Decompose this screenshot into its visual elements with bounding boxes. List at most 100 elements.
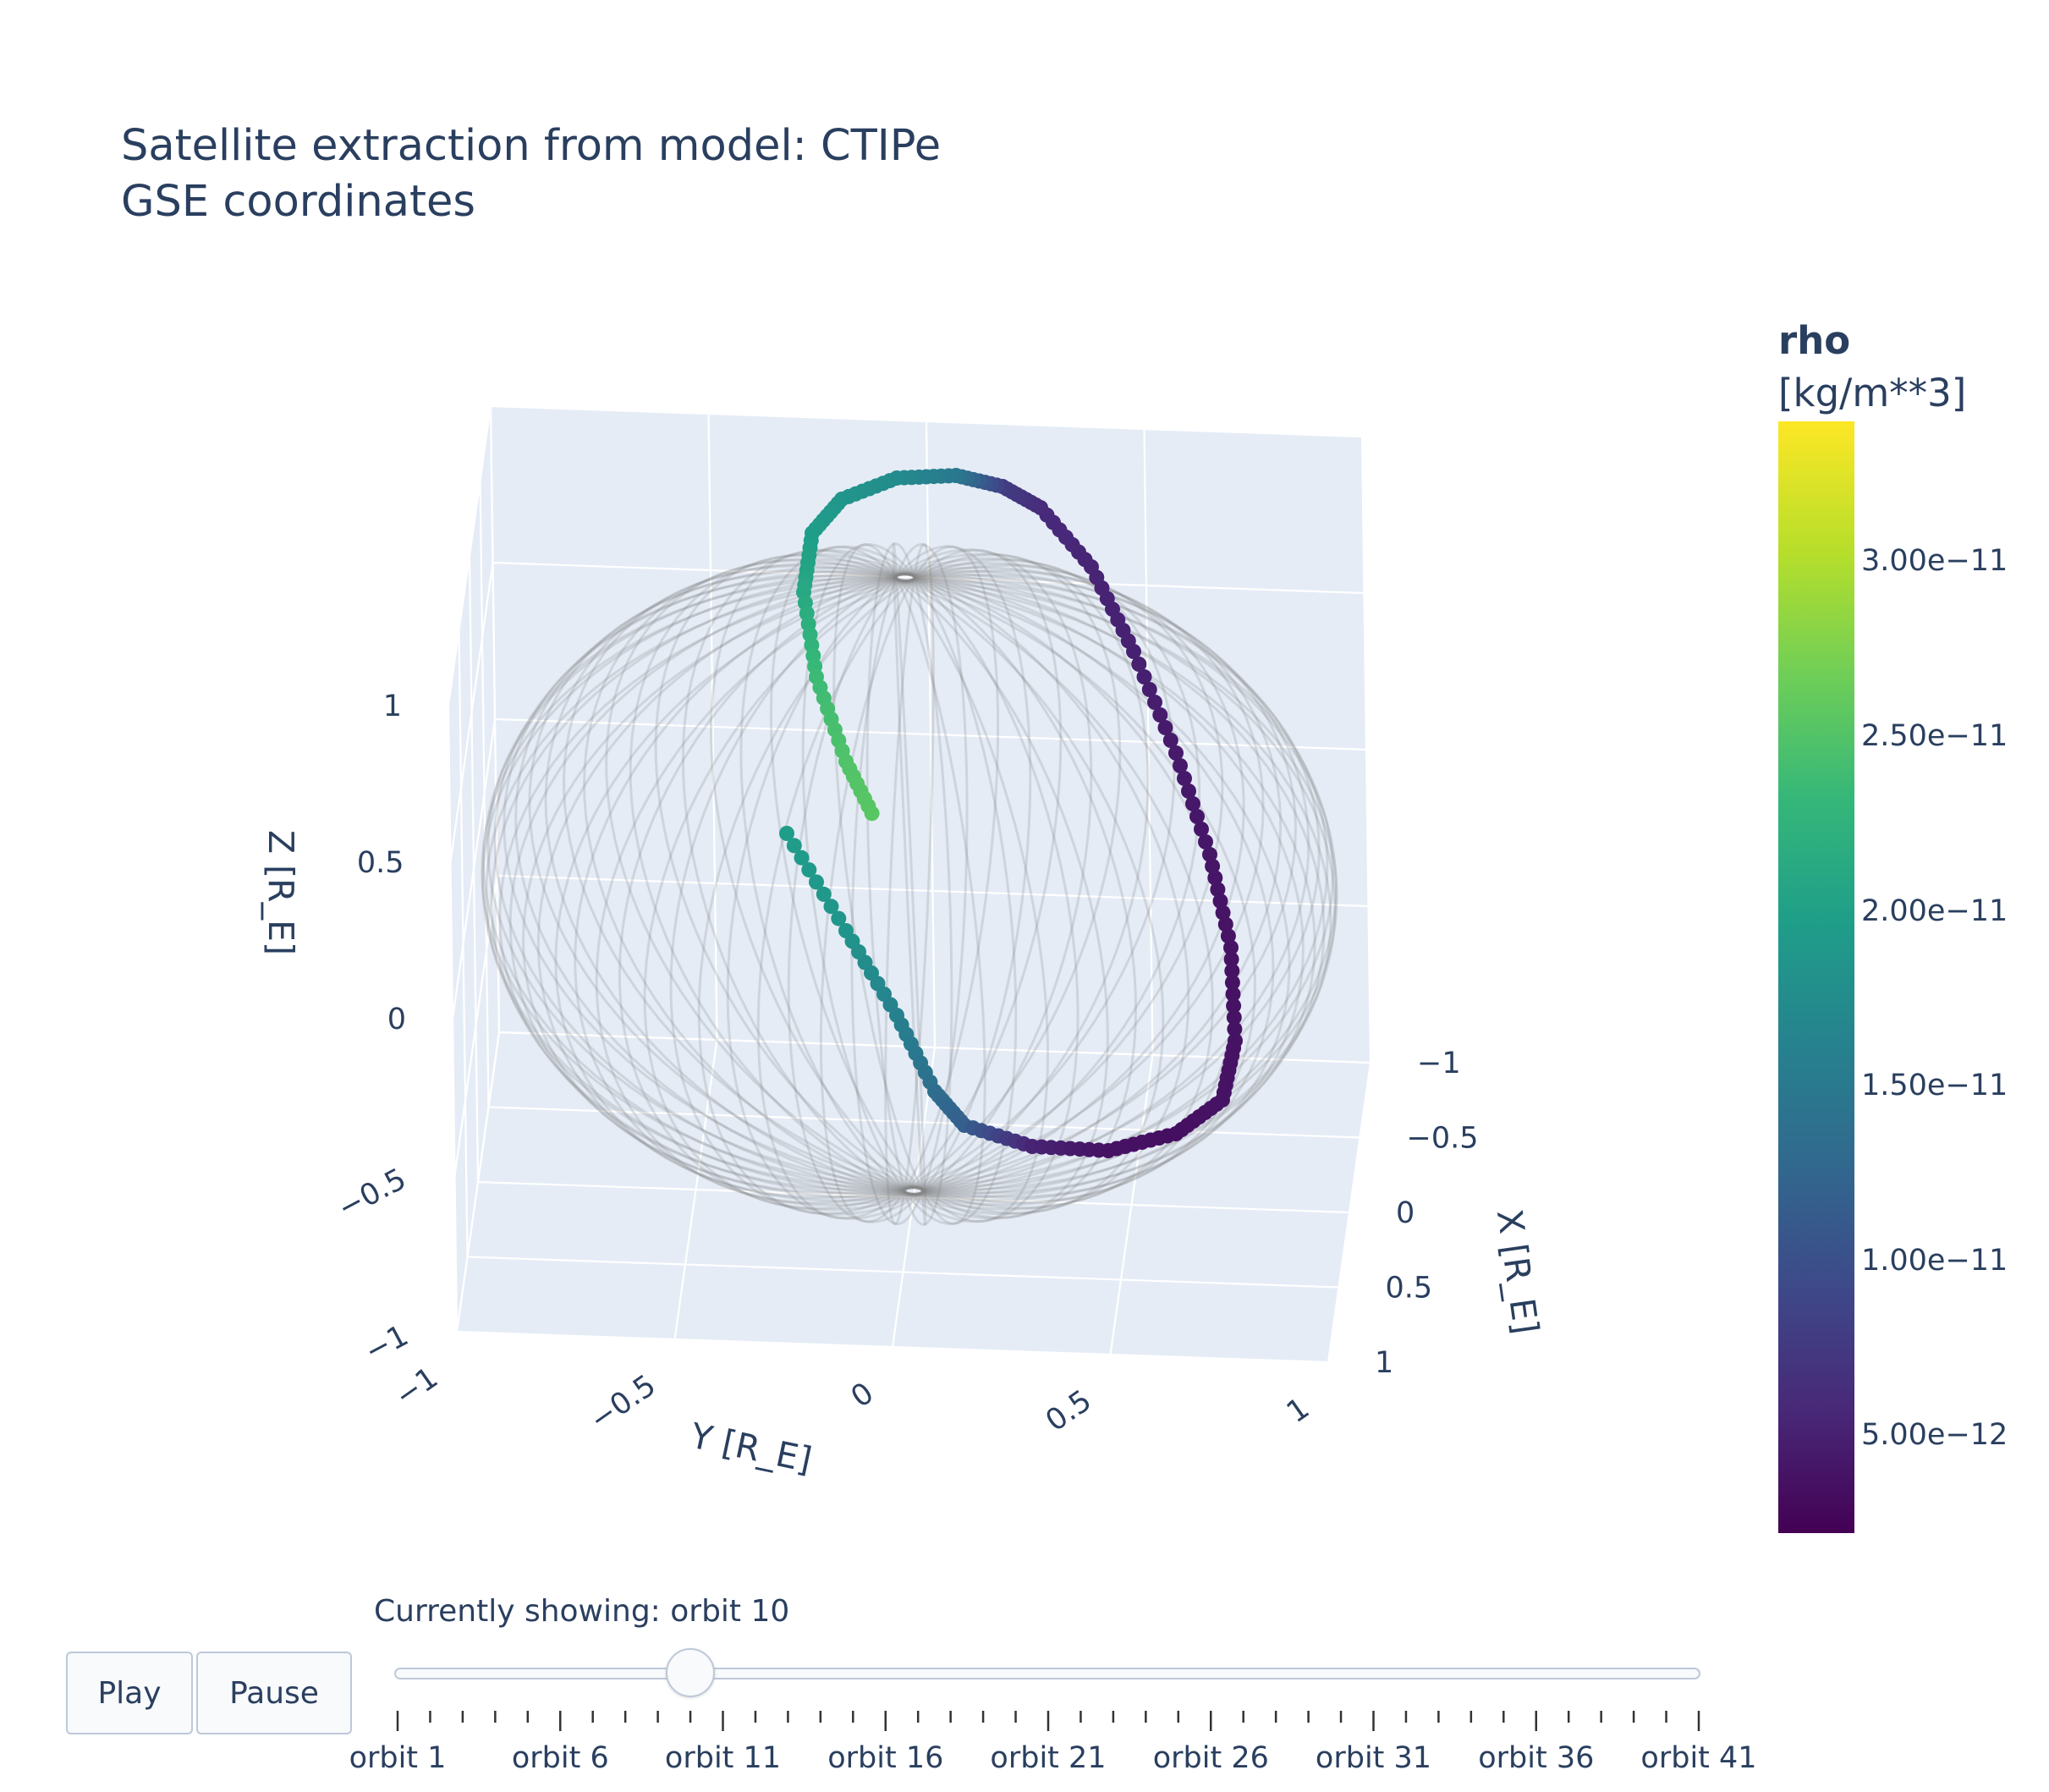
background-track	[787, 545, 1032, 1223]
background-track	[486, 577, 1332, 1191]
background-track	[697, 553, 1122, 1215]
y-tick-label: 0.5	[1040, 1384, 1098, 1439]
background-track	[726, 548, 1093, 1220]
grid-side-z	[447, 405, 492, 706]
background-track	[669, 552, 1150, 1216]
x-axis-title: X [R_E]	[1489, 1207, 1546, 1336]
background-track	[865, 542, 953, 1226]
background-track	[563, 564, 1256, 1204]
z-tick-label: 0.5	[357, 846, 404, 880]
slider-current-value: Currently showing: orbit 10	[374, 1594, 790, 1629]
track-point	[1202, 847, 1217, 862]
track-point	[1228, 1033, 1243, 1048]
x-tick-label: 0.5	[1386, 1272, 1433, 1306]
background-track	[850, 542, 969, 1226]
slider-step-label[interactable]: orbit 11	[664, 1741, 782, 1775]
slider-step-label[interactable]: orbit 36	[1478, 1741, 1595, 1775]
background-track	[493, 569, 1326, 1199]
x-tick-label: 1	[1375, 1346, 1393, 1380]
track-point	[1227, 1021, 1243, 1037]
orbit-10-track	[779, 468, 1243, 1158]
track-point	[1147, 695, 1162, 710]
track-point	[794, 849, 810, 866]
chart-title-line-2: GSE coordinates	[121, 177, 475, 227]
grid-back-z	[492, 561, 1365, 595]
track-point	[1215, 904, 1231, 921]
track-point	[1217, 916, 1233, 932]
background-track	[739, 545, 1079, 1223]
slider-step-label[interactable]: orbit 1	[349, 1741, 447, 1775]
slider-step-label[interactable]: orbit 21	[990, 1741, 1107, 1775]
colorbar-unit: [kg/m**3]	[1778, 371, 1967, 415]
track-point	[1185, 796, 1200, 811]
background-track	[544, 562, 1275, 1207]
background-track	[884, 543, 935, 1225]
slider-step-label[interactable]: orbit 26	[1152, 1741, 1269, 1775]
track-point	[1223, 940, 1239, 955]
grid-side-x	[458, 630, 469, 1257]
background-track	[832, 543, 986, 1225]
track-point	[1224, 963, 1240, 979]
track-point	[1224, 975, 1240, 991]
grid-floor-y	[1109, 1054, 1154, 1355]
grid-side-z	[449, 562, 494, 863]
track-point	[1226, 1009, 1242, 1025]
x-tick-label: −1	[1417, 1047, 1461, 1080]
track-point	[801, 862, 817, 878]
track-point	[1226, 998, 1242, 1014]
track-point	[1141, 682, 1157, 697]
slider-step-label[interactable]: orbit 6	[511, 1741, 609, 1775]
grid-floor-y	[1327, 1062, 1372, 1363]
slider-step-label[interactable]: orbit 41	[1640, 1741, 1757, 1775]
background-track	[605, 558, 1214, 1210]
background-track	[514, 566, 1305, 1202]
x-tick-label: 0	[1396, 1196, 1415, 1230]
chart-title: Satellite extraction from model: CTIPe G…	[121, 118, 941, 230]
background-track	[629, 552, 1190, 1216]
scene-panes	[448, 406, 1371, 1362]
slider-step-label[interactable]: orbit 16	[827, 1741, 944, 1775]
colorbar-tick-label: 5.00e−12	[1861, 1418, 2008, 1453]
pause-button[interactable]: Pause	[196, 1652, 352, 1734]
background-track	[583, 558, 1236, 1211]
slider-handle[interactable]	[666, 1648, 715, 1697]
track-point	[1189, 809, 1205, 824]
colorbar-variable: rho	[1778, 318, 1851, 363]
grid-floor-x	[467, 1256, 1339, 1289]
background-track	[503, 574, 1316, 1195]
3d-scene[interactable]: −1 −0.5 0 0.5 1 −1 −0.5 0 0.5 1 −1 −0.5 0 0.5 1 Z [R_E…	[0, 0, 2049, 1523]
track-point	[1173, 758, 1188, 773]
slider-step-label[interactable]: orbit 31	[1315, 1741, 1432, 1775]
colorbar-title: rho [kg/m**3]	[1778, 315, 1966, 420]
scene-gridlines	[447, 404, 1372, 1364]
background-track	[528, 569, 1291, 1199]
background-track	[522, 574, 1298, 1195]
background-track	[595, 563, 1224, 1205]
colorbar-tick-label: 1.00e−11	[1861, 1243, 2008, 1278]
grid-back-y	[1143, 428, 1154, 1056]
track-point	[816, 886, 832, 902]
track-point	[1198, 834, 1213, 849]
grid-floor-y	[891, 1047, 937, 1348]
track-point	[1131, 657, 1147, 672]
colorbar-tick-label: 1.50e−11	[1861, 1069, 2008, 1103]
slider-rail[interactable]	[394, 1668, 1700, 1679]
z-tick-label: −0.5	[332, 1163, 412, 1226]
colorbar-tick-label: 3.00e−11	[1861, 544, 2008, 579]
z-axis-title: Z [R_E]	[261, 830, 301, 955]
x-tick-label: −0.5	[1407, 1122, 1479, 1156]
track-point	[1181, 783, 1196, 799]
background-track	[643, 558, 1176, 1210]
track-point	[1210, 882, 1226, 898]
track-point	[1223, 951, 1239, 967]
background-track	[498, 577, 1321, 1191]
track-point	[786, 838, 802, 854]
track-point	[779, 826, 794, 841]
grid-side-x	[447, 705, 459, 1333]
background-track	[484, 579, 1335, 1190]
colorbar	[1778, 421, 1854, 1533]
track-point	[1136, 669, 1152, 684]
background-track	[819, 545, 1000, 1223]
background-track	[618, 557, 1201, 1212]
play-button[interactable]: Play	[66, 1652, 193, 1734]
